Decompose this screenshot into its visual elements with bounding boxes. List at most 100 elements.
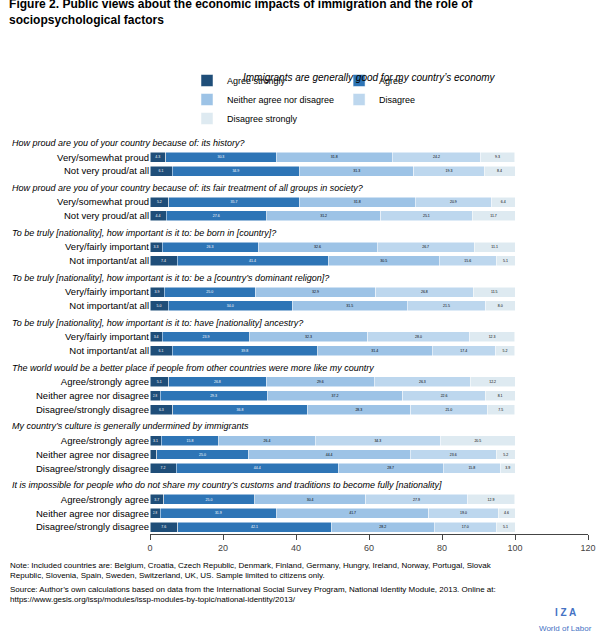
svg-text:17.4: 17.4 bbox=[460, 349, 467, 353]
svg-text:Very/somewhat proud: Very/somewhat proud bbox=[57, 152, 149, 163]
svg-text:Disagree/strongly disagree: Disagree/strongly disagree bbox=[36, 463, 149, 474]
svg-text:7.5: 7.5 bbox=[498, 408, 503, 412]
svg-text:23.6: 23.6 bbox=[450, 453, 457, 457]
svg-text:31.9: 31.9 bbox=[215, 511, 222, 515]
svg-text:26.3: 26.3 bbox=[206, 245, 213, 249]
svg-text:28.7: 28.7 bbox=[387, 466, 394, 470]
svg-text:19.3: 19.3 bbox=[446, 169, 453, 173]
svg-text:34.9: 34.9 bbox=[232, 169, 239, 173]
svg-text:4.6: 4.6 bbox=[504, 511, 509, 515]
svg-text:39.8: 39.8 bbox=[241, 349, 248, 353]
svg-text:32.6: 32.6 bbox=[314, 245, 321, 249]
svg-text:6.1: 6.1 bbox=[159, 169, 164, 173]
svg-text:32.9: 32.9 bbox=[312, 290, 319, 294]
svg-text:Source: Author’s own calculati: Source: Author’s own calculations based … bbox=[10, 585, 496, 604]
svg-text:Very/somewhat proud: Very/somewhat proud bbox=[57, 196, 149, 207]
svg-text:Immigrants are generally good: Immigrants are generally good for my cou… bbox=[243, 72, 496, 83]
svg-text:31.8: 31.8 bbox=[331, 155, 338, 159]
svg-text:6.4: 6.4 bbox=[501, 200, 506, 204]
svg-text:19.0: 19.0 bbox=[460, 511, 467, 515]
svg-text:Very/fairly important: Very/fairly important bbox=[65, 241, 149, 252]
svg-text:How proud are you of your coun: How proud are you of your country becaus… bbox=[12, 183, 363, 193]
svg-text:Agree strongly: Agree strongly bbox=[227, 76, 286, 86]
svg-text:Very/fairly important: Very/fairly important bbox=[65, 331, 149, 342]
svg-text:5.2: 5.2 bbox=[503, 453, 508, 457]
svg-text:2.8: 2.8 bbox=[153, 511, 157, 515]
svg-text:7.2: 7.2 bbox=[161, 466, 166, 470]
svg-text:29.6: 29.6 bbox=[317, 380, 324, 384]
svg-text:20: 20 bbox=[218, 543, 228, 553]
svg-text:3.7: 3.7 bbox=[154, 498, 159, 502]
svg-text:15.8: 15.8 bbox=[468, 466, 475, 470]
svg-text:30.5: 30.5 bbox=[380, 259, 387, 263]
svg-text:5.1: 5.1 bbox=[157, 380, 162, 384]
svg-text:11.7: 11.7 bbox=[490, 214, 497, 218]
svg-text:21.0: 21.0 bbox=[445, 408, 452, 412]
svg-text:37.2: 37.2 bbox=[332, 394, 339, 398]
svg-text:4.4: 4.4 bbox=[155, 214, 160, 218]
svg-text:12.9: 12.9 bbox=[488, 498, 495, 502]
svg-text:How proud are you of your coun: How proud are you of your country becaus… bbox=[12, 138, 245, 148]
svg-text:20.9: 20.9 bbox=[450, 200, 457, 204]
svg-text:0: 0 bbox=[147, 543, 152, 553]
svg-text:Disagree/strongly disagree: Disagree/strongly disagree bbox=[36, 404, 149, 415]
svg-text:Not very proud/at all: Not very proud/at all bbox=[64, 210, 149, 221]
svg-text:44.4: 44.4 bbox=[326, 453, 333, 457]
svg-text:9.3: 9.3 bbox=[495, 155, 500, 159]
svg-text:To be truly [nationality], how: To be truly [nationality], how important… bbox=[12, 273, 329, 283]
svg-text:26.7: 26.7 bbox=[422, 245, 429, 249]
svg-text:3.9: 3.9 bbox=[155, 290, 160, 294]
svg-text:6.3: 6.3 bbox=[159, 408, 164, 412]
svg-text:24.2: 24.2 bbox=[433, 155, 440, 159]
svg-text:30.3: 30.3 bbox=[217, 155, 224, 159]
svg-text:Very/fairly important: Very/fairly important bbox=[65, 286, 149, 297]
svg-text:29.3: 29.3 bbox=[210, 394, 217, 398]
svg-text:Disagree strongly: Disagree strongly bbox=[227, 114, 298, 124]
svg-text:31.8: 31.8 bbox=[354, 200, 361, 204]
svg-text:7.4: 7.4 bbox=[161, 259, 166, 263]
svg-text:44.4: 44.4 bbox=[254, 466, 261, 470]
svg-text:28.2: 28.2 bbox=[379, 525, 386, 529]
svg-text:5.1: 5.1 bbox=[503, 259, 508, 263]
svg-text:5.2: 5.2 bbox=[157, 200, 162, 204]
svg-text:Neither agree nor disagree: Neither agree nor disagree bbox=[227, 95, 334, 105]
svg-text:5.2: 5.2 bbox=[503, 349, 508, 353]
svg-text:27.9: 27.9 bbox=[413, 498, 420, 502]
svg-text:5.0: 5.0 bbox=[157, 304, 162, 308]
svg-text:26.8: 26.8 bbox=[421, 290, 428, 294]
svg-text:28.3: 28.3 bbox=[355, 408, 362, 412]
svg-text:Neither agree nor disagree: Neither agree nor disagree bbox=[36, 390, 149, 401]
svg-text:Not important/at all: Not important/at all bbox=[69, 345, 149, 356]
svg-text:Figure 2. Public views about t: Figure 2. Public views about the economi… bbox=[9, 0, 473, 27]
svg-text:41.7: 41.7 bbox=[349, 511, 356, 515]
svg-text:2.8: 2.8 bbox=[153, 394, 157, 398]
svg-text:I Z A: I Z A bbox=[555, 607, 576, 618]
svg-text:35.7: 35.7 bbox=[231, 200, 238, 204]
svg-text:Neither agree nor disagree: Neither agree nor disagree bbox=[36, 508, 149, 519]
svg-text:41.4: 41.4 bbox=[249, 259, 256, 263]
svg-text:34.3: 34.3 bbox=[374, 439, 381, 443]
svg-text:23.9: 23.9 bbox=[202, 335, 209, 339]
svg-text:8.1: 8.1 bbox=[498, 394, 503, 398]
svg-text:Agree: Agree bbox=[379, 76, 403, 86]
svg-text:6.1: 6.1 bbox=[159, 349, 164, 353]
svg-text:3.1: 3.1 bbox=[153, 439, 158, 443]
svg-text:25.0: 25.0 bbox=[206, 498, 213, 502]
svg-text:3.4: 3.4 bbox=[154, 335, 159, 339]
svg-text:Agree/strongly agree: Agree/strongly agree bbox=[61, 494, 149, 505]
svg-text:11.5: 11.5 bbox=[491, 290, 498, 294]
svg-text:8.4: 8.4 bbox=[497, 169, 502, 173]
svg-text:36.8: 36.8 bbox=[237, 408, 244, 412]
svg-text:28.0: 28.0 bbox=[415, 335, 422, 339]
svg-text:20.5: 20.5 bbox=[474, 439, 481, 443]
svg-text:12.3: 12.3 bbox=[489, 335, 496, 339]
svg-text:7.6: 7.6 bbox=[161, 525, 166, 529]
svg-text:25.0: 25.0 bbox=[206, 290, 213, 294]
svg-text:31.2: 31.2 bbox=[320, 214, 327, 218]
svg-text:Neither agree nor disagree: Neither agree nor disagree bbox=[36, 449, 149, 460]
svg-text:Not important/at all: Not important/at all bbox=[69, 255, 149, 266]
svg-text:The world would be a better pl: The world would be a better place if peo… bbox=[12, 363, 374, 373]
svg-text:17.0: 17.0 bbox=[462, 525, 469, 529]
svg-text:Disagree: Disagree bbox=[379, 95, 415, 105]
svg-text:15.8: 15.8 bbox=[187, 439, 194, 443]
